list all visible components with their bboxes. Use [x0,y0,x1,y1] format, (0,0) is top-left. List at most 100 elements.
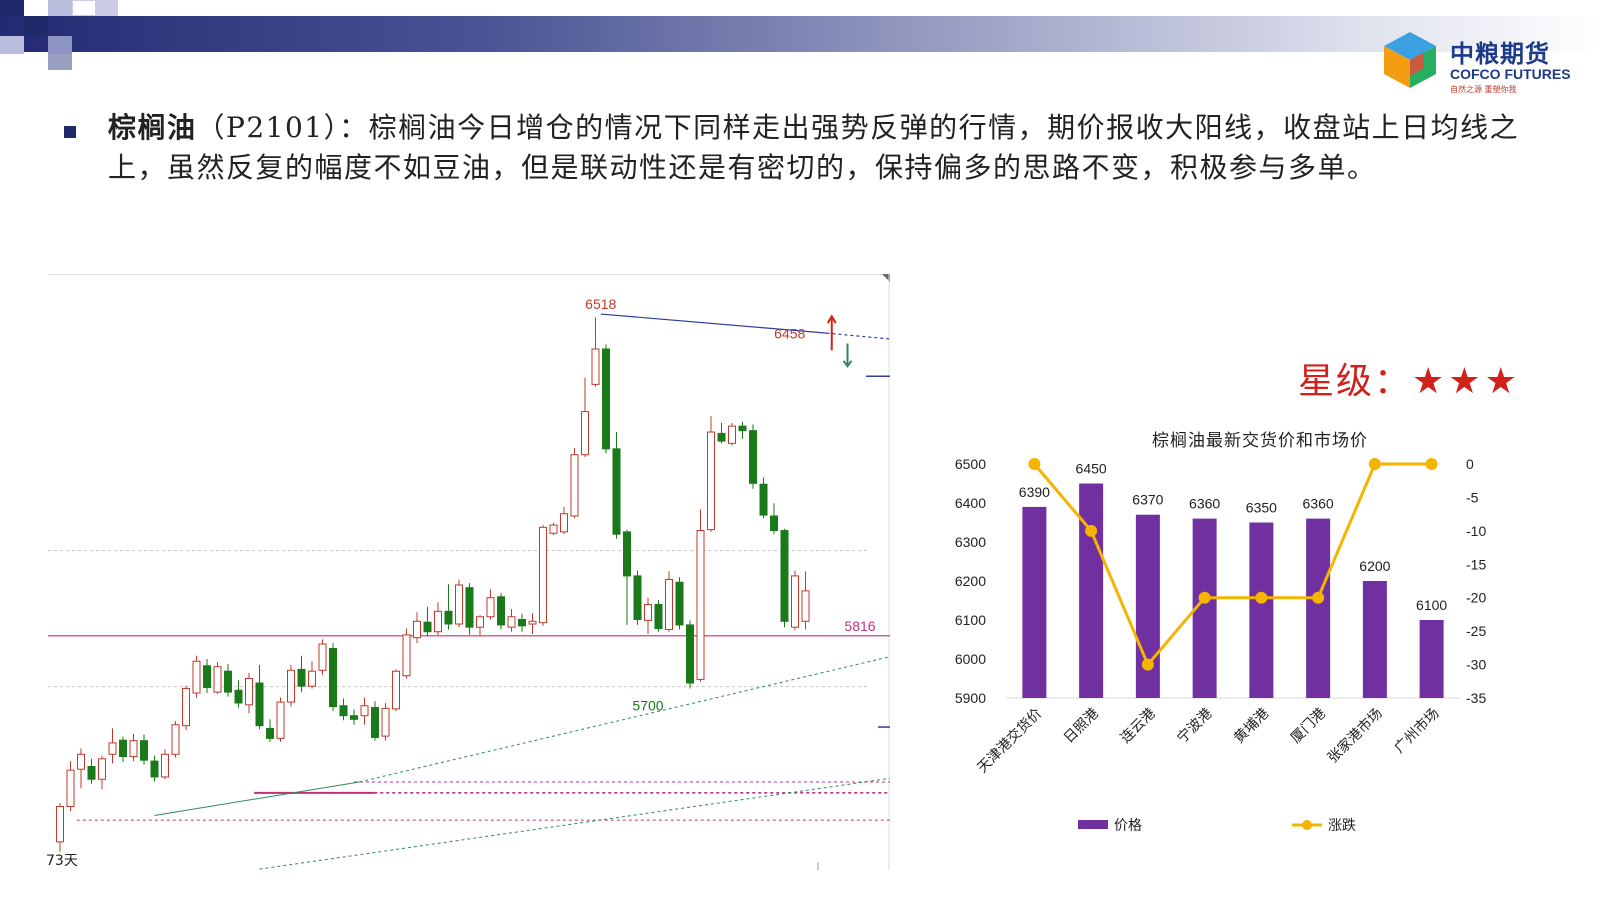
candlestick-plot: 6518 6458 5700 5816 [48,274,890,870]
commentary-headline: 棕榈油 [108,111,197,144]
y-tick-label-right: -30 [1466,657,1486,673]
candle-body [150,760,159,778]
price-annotation: 6458 [774,325,805,341]
candle-body [602,348,610,450]
category-label: 连云港 [1118,706,1159,747]
banner-square [48,0,72,16]
category-label: 天津港交货价 [974,705,1045,776]
candle-body [66,769,75,807]
plot-top-edge [48,274,890,275]
bar-data-label: 6100 [1416,597,1447,613]
candle-body [738,425,747,432]
legend-label: 涨跌 [1328,818,1356,834]
candle-body [192,660,201,694]
commentary-body: 棕榈油今日增仓的情况下同样走出强势反弹的行情，期价报收大阳线，收盘站上日均线之上… [108,111,1520,184]
star-rating: 星级：★★★ [1298,352,1521,404]
candle-body [801,590,810,622]
candle-body [161,753,169,778]
bar-data-label: 6370 [1132,492,1163,508]
y-tick-label-right: -35 [1466,690,1486,706]
bar-data-label: 6200 [1359,558,1390,574]
change-series-point [1085,524,1098,537]
candle-body [770,515,778,532]
category-label: 宁波港 [1174,705,1216,747]
resistance-line [826,332,890,340]
candle-body [56,805,64,843]
legend-label: 价格 [1114,818,1142,834]
candle-body [707,431,715,531]
down-arrow-icon [842,343,853,368]
candle-body [318,643,327,671]
candle-body [476,616,484,628]
candle-body [528,620,537,625]
banner-square [0,0,24,16]
candle-body [623,531,631,577]
candle-body [591,348,600,385]
y-tick-label-left: 6200 [955,573,986,589]
candle-body [360,705,369,717]
price-annotation: 5816 [844,618,875,634]
price-bar [1079,483,1104,698]
candle-body [675,581,684,626]
price-annotation: 5700 [632,697,663,713]
candle-body [791,575,799,628]
price-annotation: 6518 [585,296,616,312]
y-tick-label-left: 6500 [955,456,986,472]
brand-logo: 中粮期货 COFCO FUTURES 自然之源 重塑你我 [1380,28,1590,98]
brand-motto: 自然之源 重塑你我 [1450,85,1517,94]
candle-body [560,513,568,533]
candle-body [224,670,232,693]
price-bar [1362,581,1387,698]
candle-body [77,753,85,770]
trend-line [359,656,890,783]
y-tick-label-right: -5 [1466,489,1479,505]
rating-stars: ★★★ [1412,361,1521,402]
y-tick-label-right: -15 [1466,556,1486,572]
candle-body [339,705,348,717]
candle-body [539,526,547,624]
bar-line-plot: 5900 6000 6100 6200 6300 6400 6500 0 -5 -10 -15 -20… [955,456,1487,834]
y-tick-label-left: 5900 [955,690,986,706]
y-tick-label-right: -10 [1466,523,1486,539]
candle-body [549,524,558,534]
cofco-cube-logo-icon [1384,32,1436,88]
bar-data-label: 6360 [1189,496,1220,512]
price-bar [1022,506,1047,698]
bar-data-label: 6360 [1303,496,1334,512]
trend-line [259,777,890,870]
candle-body [182,687,190,727]
candle-body [686,624,694,684]
candle-body [570,454,579,517]
candle-body [413,620,421,639]
candle-body [665,579,673,630]
candle-body [350,715,358,720]
price-bar-chart: 棕榈油最新交货价和市场价 5900 6000 6100 6200 6300 6400 650… [940,420,1580,860]
bar-data-label: 6350 [1246,500,1277,516]
candle-body [213,666,222,693]
up-arrow-icon [826,314,837,351]
candle-body [140,740,148,761]
change-series-point [1425,458,1438,470]
corner-marker [882,274,890,282]
candle-body [266,727,274,739]
title-banner [0,16,1600,52]
candlestick-chart: 6518 6458 5700 5816 [48,274,890,870]
category-label: 张家港市场 [1324,705,1386,767]
candle-body [276,701,285,739]
candle-body [455,584,463,625]
commentary-paragraph: 棕榈油（P2101）：棕榈油今日增仓的情况下同样走出强势反弹的行情，期价报收大阳… [108,108,1548,188]
candle-body [308,670,316,687]
change-series-point [1028,458,1041,470]
resistance-line [600,313,827,334]
candle-body [497,596,505,626]
category-label: 黄埔港 [1230,705,1272,747]
candle-body [119,739,127,758]
candle-body [654,604,663,630]
candle-body [87,766,96,780]
change-series-point [1255,591,1268,604]
plot-background [48,274,890,870]
brand-name-cn: 中粮期货 [1450,40,1550,68]
candle-body [371,707,379,738]
change-series-point [1312,591,1325,604]
change-series-point [1141,658,1154,671]
